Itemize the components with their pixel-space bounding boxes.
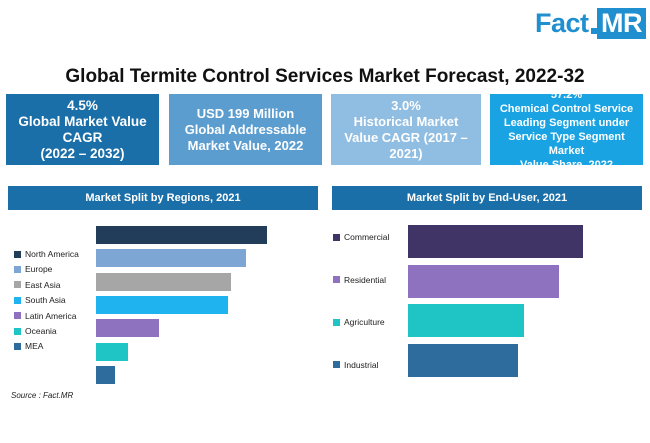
stat-line: Market Value, 2022 <box>187 137 304 153</box>
stat-line: 3.0% <box>391 97 421 113</box>
legend-label: Latin America <box>25 310 77 321</box>
page-title: Global Termite Control Services Market F… <box>65 66 585 87</box>
legend-swatch <box>333 318 340 326</box>
legend-label: North America <box>25 249 79 259</box>
legend-item: MEA <box>14 340 43 352</box>
stat-line: Chemical Control Service <box>499 102 634 115</box>
legend-item: North America <box>14 248 79 260</box>
logo-dot <box>591 28 597 34</box>
legend-label: Europe <box>25 264 53 275</box>
stat-box-market-value: USD 199 Million Global Addressable Market … <box>169 94 322 165</box>
stat-line: CAGR <box>62 129 103 145</box>
stat-line: 57.2% <box>550 88 583 101</box>
legend-label: East Asia <box>25 279 61 290</box>
legend-item: South Asia <box>14 294 66 306</box>
legend-item: Europe <box>14 263 52 275</box>
legend-label: South Asia <box>25 295 66 306</box>
legend-swatch <box>14 265 21 273</box>
bar-agriculture <box>408 304 524 337</box>
legend-item: East Asia <box>14 279 60 291</box>
logo-fact-text: Fact <box>535 8 589 38</box>
stat-line: Value CAGR (2017 – <box>344 129 468 145</box>
legend-label: Industrial <box>344 359 379 370</box>
bar-mea <box>96 365 115 384</box>
source-note: Source : Fact.MR <box>11 391 74 400</box>
bar-europe <box>96 249 247 268</box>
legend-swatch <box>14 281 21 289</box>
legend-swatch <box>333 233 340 241</box>
stat-line: Leading Segment under <box>503 116 630 129</box>
legend-swatch <box>333 276 340 283</box>
bar-south-asia <box>96 295 228 314</box>
stat-line: Global Addressable <box>184 121 307 137</box>
legend-item: Residential <box>333 274 386 286</box>
legend-label: Agriculture <box>344 317 385 327</box>
legend-swatch <box>14 296 21 304</box>
stat-line: 2021) <box>389 145 423 161</box>
factmr-logo: Fact MR <box>535 8 646 42</box>
stat-box-market-cagr: 4.5% Global Market Value CAGR (2022 – 2032) <box>6 94 159 165</box>
legend-label: MEA <box>25 341 44 352</box>
legend-swatch <box>14 342 21 350</box>
stat-line: 4.5% <box>67 97 98 113</box>
logo-mr-text: MR <box>597 8 646 39</box>
legend-item: Oceania <box>14 325 57 337</box>
legend-swatch <box>14 312 21 320</box>
legend-label: Residential <box>344 274 387 285</box>
legend-swatch <box>333 361 340 368</box>
legend-item: Latin America <box>14 310 77 322</box>
bar-oceania <box>96 342 129 361</box>
stat-line: Value Share, 2022 <box>520 158 613 171</box>
bar-east-asia <box>96 272 232 291</box>
legend-label: Commercial <box>344 232 390 242</box>
stat-line: USD 199 Million <box>196 105 295 121</box>
stat-box-historical-cagr: 3.0% Historical Market Value CAGR (2017 –2… <box>331 94 481 165</box>
bar-latin-america <box>96 319 160 338</box>
stat-line: Global Market Value <box>18 113 147 129</box>
stat-line: (2022 – 2032) <box>40 145 125 161</box>
stat-box-leading-segment: 57.2% Chemical Control Service Leading Seg… <box>490 89 643 171</box>
bar-commercial <box>408 225 583 258</box>
legend-swatch <box>14 327 21 335</box>
legend-item: Industrial <box>333 359 379 371</box>
end-user-chart-title: Market Split by End-User, 2021 <box>332 186 642 210</box>
bar-industrial <box>408 343 519 377</box>
legend-swatch <box>14 250 21 258</box>
stat-line: Historical Market <box>353 113 459 129</box>
legend-label: Oceania <box>25 326 57 336</box>
stat-line: Service Type Segment Market <box>508 130 625 157</box>
legend-item: Commercial <box>333 231 389 243</box>
bar-residential <box>408 264 559 298</box>
regions-chart-title: Market Split by Regions, 2021 <box>8 186 318 210</box>
legend-item: Agriculture <box>333 316 385 328</box>
bar-north-america <box>96 226 267 244</box>
